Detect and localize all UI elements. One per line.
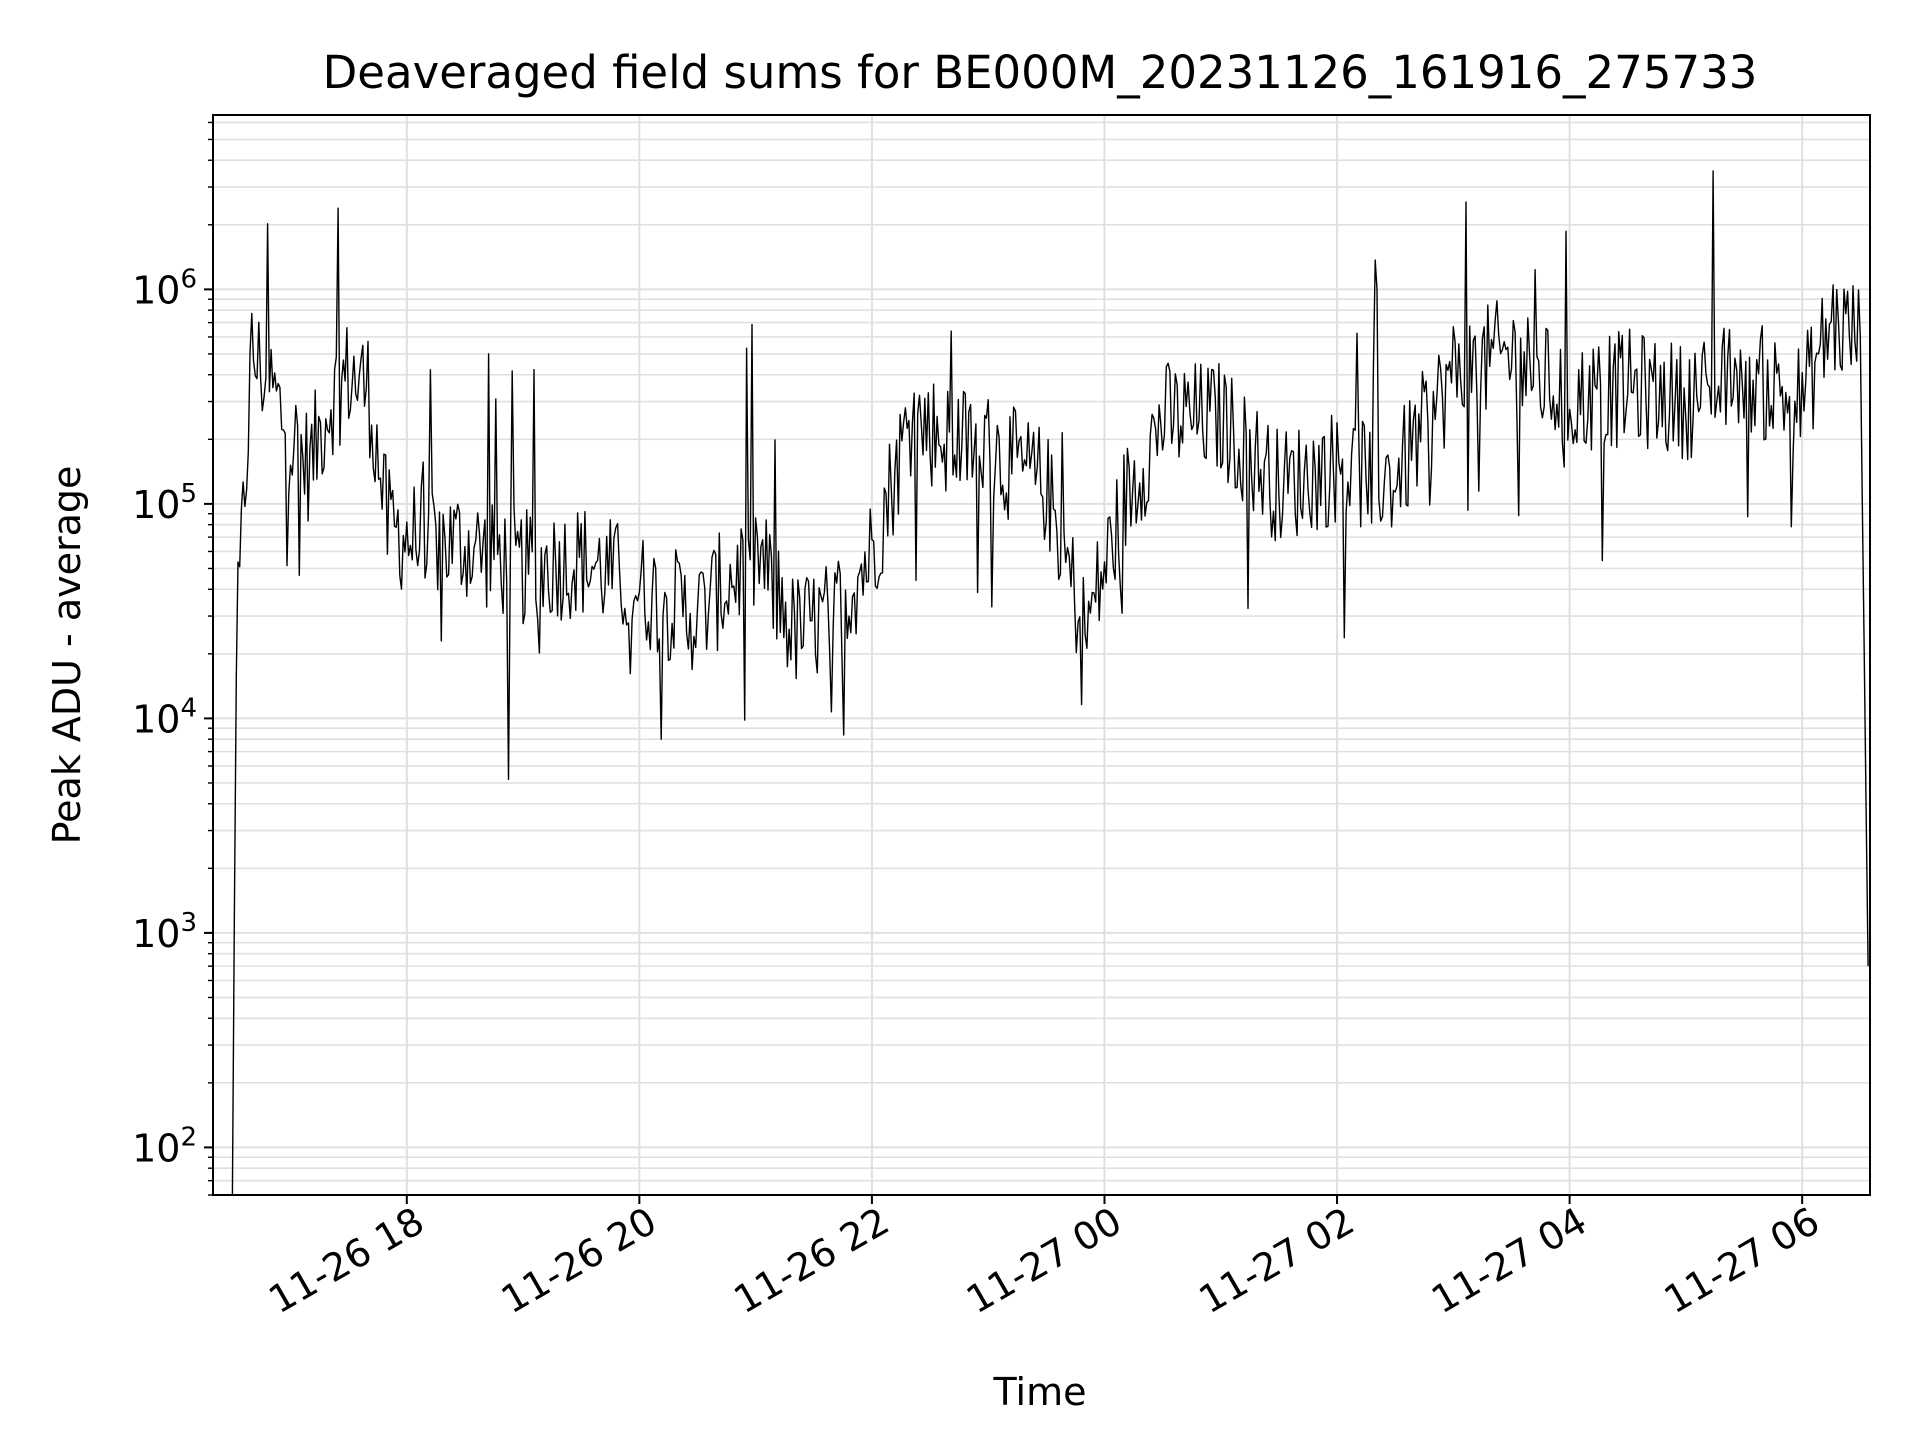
y-tick-label: 102 xyxy=(132,1122,197,1170)
chart-title: Deaveraged field sums for BE000M_2023112… xyxy=(323,46,1758,99)
x-axis-label: Time xyxy=(993,1370,1087,1414)
series-line xyxy=(231,170,1869,1196)
y-tick-label: 106 xyxy=(132,264,197,312)
y-tick-label: 104 xyxy=(132,693,197,741)
plot-frame xyxy=(212,114,1871,1196)
y-tick-label: 105 xyxy=(132,479,197,527)
plot-area-background xyxy=(213,115,1870,1195)
y-tick-label: 103 xyxy=(132,908,197,956)
data-layer xyxy=(231,170,1869,1196)
y-axis-label: Peak ADU - average xyxy=(45,466,89,845)
grid-lines xyxy=(213,115,1870,1196)
